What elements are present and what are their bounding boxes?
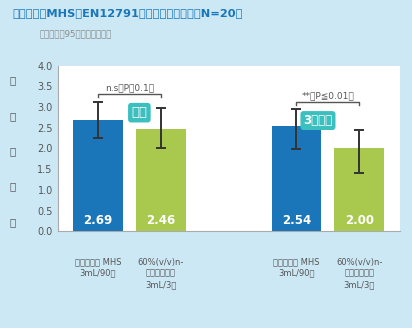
Text: 減: 減 [9, 146, 16, 156]
Text: ゴージョー MHS
3mL/90秒: ゴージョー MHS 3mL/90秒 [75, 258, 121, 278]
Text: n.s（P＞0.1）: n.s（P＞0.1） [105, 84, 154, 92]
Text: 対: 対 [9, 75, 16, 85]
Bar [272, 126, 321, 231]
Text: 2.46: 2.46 [146, 214, 176, 227]
Text: 2.00: 2.00 [345, 214, 374, 227]
Text: 2.54: 2.54 [282, 214, 311, 227]
Text: （平均値と95％信頼性区間）: （平均値と95％信頼性区間） [39, 29, 112, 38]
Bar [335, 148, 384, 231]
Text: ゴージョーMHSのEN12791に基づく試験結果（N=20）: ゴージョーMHSのEN12791に基づく試験結果（N=20） [12, 8, 243, 18]
Text: 60%(v/v)n-
プロパノール
3mL/3分: 60%(v/v)n- プロパノール 3mL/3分 [138, 258, 184, 289]
Text: 60%(v/v)n-
プロパノール
3mL/3分: 60%(v/v)n- プロパノール 3mL/3分 [336, 258, 382, 289]
Text: 直後: 直後 [131, 106, 147, 119]
Text: 値: 値 [9, 217, 16, 227]
Text: ゴージョー MHS
3mL/90秒: ゴージョー MHS 3mL/90秒 [273, 258, 320, 278]
Text: 数: 数 [9, 111, 16, 121]
Text: 少: 少 [9, 182, 16, 192]
Bar [136, 129, 186, 231]
Text: **（P≦0.01）: **（P≦0.01） [302, 92, 354, 101]
Text: 2.69: 2.69 [83, 214, 112, 227]
Text: 3時間後: 3時間後 [303, 114, 332, 127]
Bar [73, 120, 123, 231]
